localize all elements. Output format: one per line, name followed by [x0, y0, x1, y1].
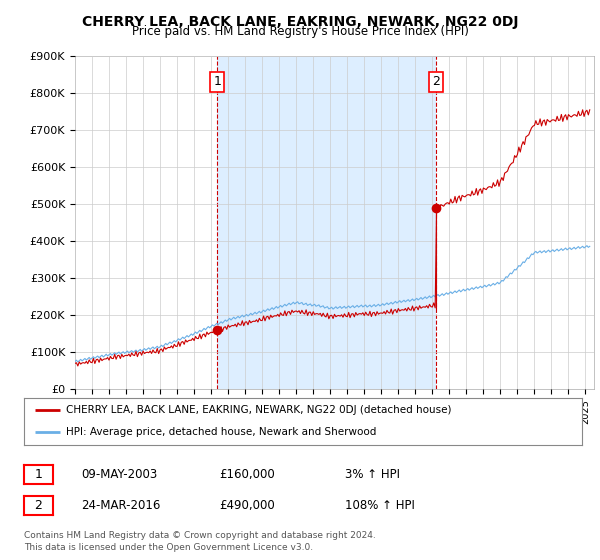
Text: 2: 2	[433, 76, 440, 88]
Text: CHERRY LEA, BACK LANE, EAKRING, NEWARK, NG22 0DJ (detached house): CHERRY LEA, BACK LANE, EAKRING, NEWARK, …	[66, 405, 451, 416]
Text: 09-MAY-2003: 09-MAY-2003	[81, 468, 157, 482]
Text: Price paid vs. HM Land Registry's House Price Index (HPI): Price paid vs. HM Land Registry's House …	[131, 25, 469, 38]
Text: CHERRY LEA, BACK LANE, EAKRING, NEWARK, NG22 0DJ: CHERRY LEA, BACK LANE, EAKRING, NEWARK, …	[82, 15, 518, 29]
Text: 24-MAR-2016: 24-MAR-2016	[81, 498, 160, 512]
Text: This data is licensed under the Open Government Licence v3.0.: This data is licensed under the Open Gov…	[24, 543, 313, 552]
Text: £160,000: £160,000	[219, 468, 275, 482]
Bar	[217, 56, 436, 389]
Text: 2: 2	[34, 498, 43, 512]
Text: 1: 1	[34, 468, 43, 482]
Text: £490,000: £490,000	[219, 498, 275, 512]
Text: 3% ↑ HPI: 3% ↑ HPI	[345, 468, 400, 482]
Text: HPI: Average price, detached house, Newark and Sherwood: HPI: Average price, detached house, Newa…	[66, 427, 376, 437]
Text: Contains HM Land Registry data © Crown copyright and database right 2024.: Contains HM Land Registry data © Crown c…	[24, 531, 376, 540]
Text: 108% ↑ HPI: 108% ↑ HPI	[345, 498, 415, 512]
Text: 1: 1	[213, 76, 221, 88]
